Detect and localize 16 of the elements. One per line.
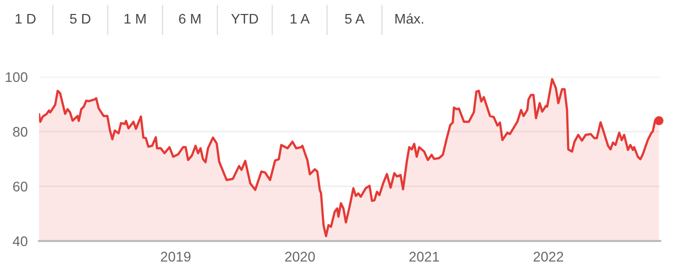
x-tick-label: 2019: [160, 252, 190, 262]
text: 1 M: [124, 14, 146, 24]
y-tick-label: 40: [12, 236, 28, 246]
x-tick-label: 2022: [534, 252, 564, 262]
text: Máx.: [395, 13, 424, 24]
y-tick-label: 100: [6, 72, 28, 82]
text: 5 D: [70, 14, 90, 24]
text: 1 A: [290, 14, 310, 24]
x-tick-label: 2020: [285, 252, 315, 262]
y-tick-label: 60: [13, 182, 28, 192]
text: 6 M: [179, 14, 200, 24]
text: 5 A: [345, 14, 365, 24]
text: 1 D: [16, 14, 36, 24]
text: YTD: [231, 14, 258, 24]
y-tick-label: 80: [13, 126, 28, 137]
x-tick-label: 2021: [409, 252, 439, 262]
